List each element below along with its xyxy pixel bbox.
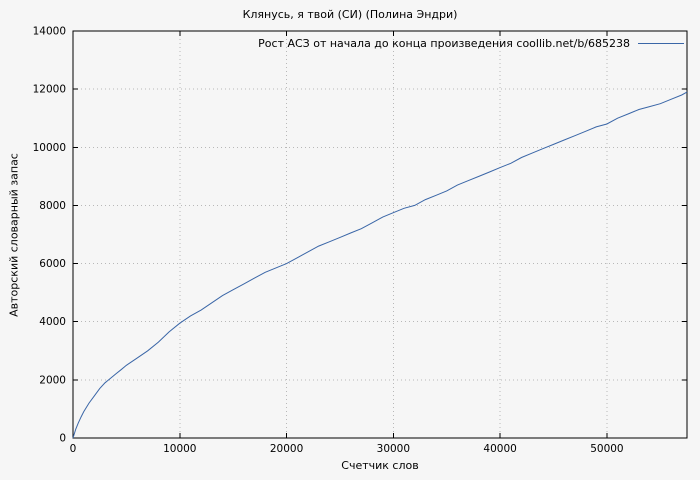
svg-text:20000: 20000 xyxy=(270,443,303,455)
svg-text:2000: 2000 xyxy=(39,374,66,386)
legend-label: Рост АСЗ от начала до конца произведения… xyxy=(258,37,630,50)
svg-text:8000: 8000 xyxy=(39,200,66,212)
x-axis-label: Счетчик слов xyxy=(341,459,419,472)
svg-text:50000: 50000 xyxy=(590,443,623,455)
svg-text:0: 0 xyxy=(59,433,66,445)
svg-text:10000: 10000 xyxy=(33,142,66,154)
legend: Рост АСЗ от начала до конца произведения… xyxy=(258,37,684,50)
svg-text:40000: 40000 xyxy=(483,443,516,455)
legend-line-sample xyxy=(638,43,684,44)
svg-text:10000: 10000 xyxy=(163,443,196,455)
svg-text:30000: 30000 xyxy=(377,443,410,455)
y-axis-label: Авторский словарный запас xyxy=(7,153,21,317)
svg-text:6000: 6000 xyxy=(39,258,66,270)
svg-text:4000: 4000 xyxy=(39,316,66,328)
svg-text:12000: 12000 xyxy=(33,84,66,96)
chart-title: Клянусь, я твой (СИ) (Полина Эндри) xyxy=(242,8,458,21)
svg-text:0: 0 xyxy=(70,443,77,455)
svg-text:14000: 14000 xyxy=(33,26,66,38)
